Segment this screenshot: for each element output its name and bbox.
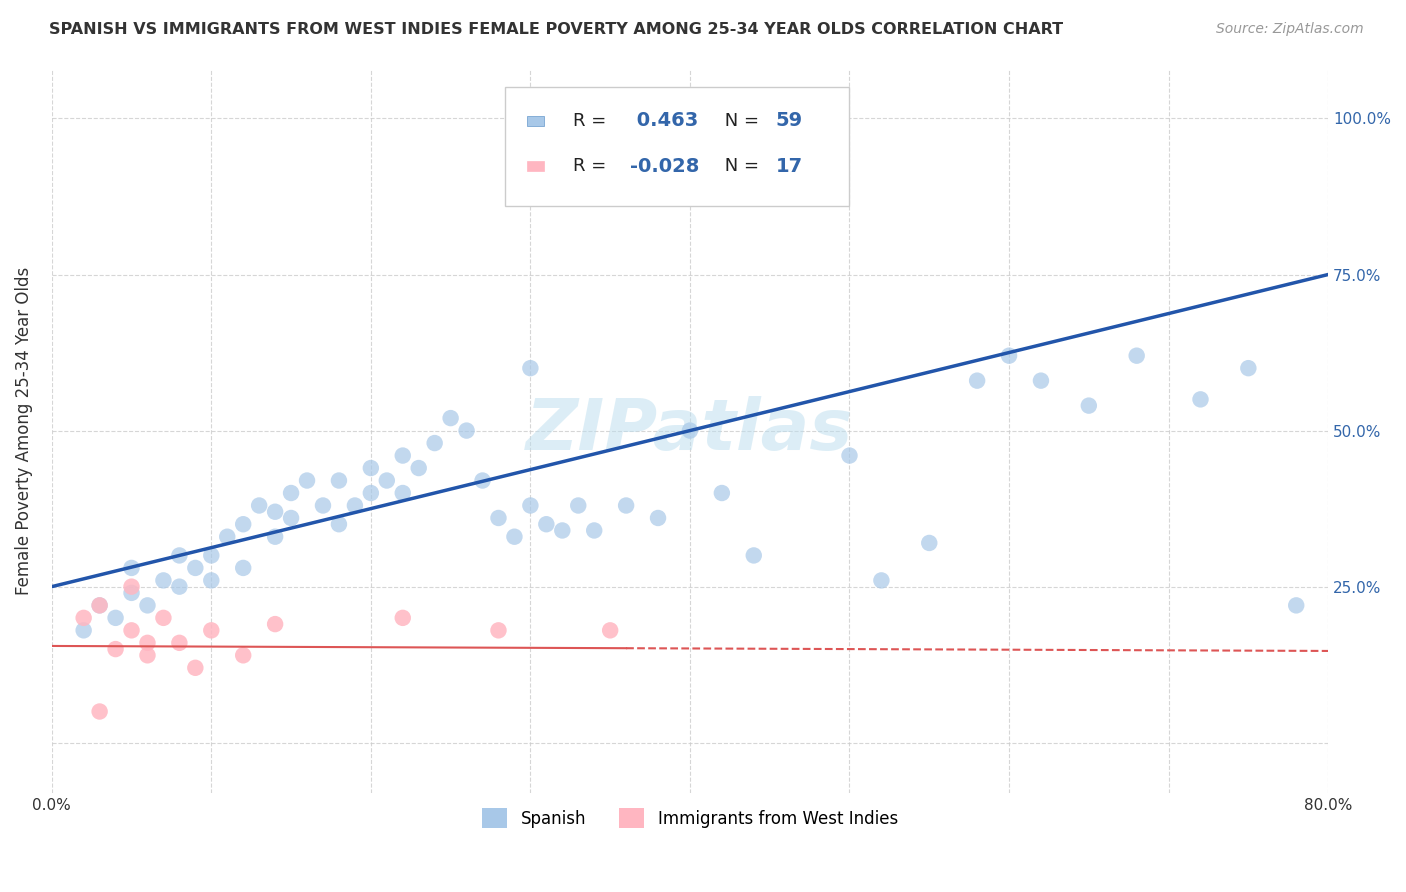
Point <box>73 624 96 638</box>
Point <box>360 486 382 500</box>
Point <box>614 499 637 513</box>
Point <box>217 530 239 544</box>
Point <box>264 505 287 519</box>
Point <box>328 474 350 488</box>
FancyBboxPatch shape <box>505 87 849 206</box>
Point <box>121 580 143 594</box>
Point <box>136 636 159 650</box>
Point <box>391 486 413 500</box>
Point <box>423 436 446 450</box>
Point <box>1237 361 1260 376</box>
Point <box>136 599 159 613</box>
Point <box>121 561 143 575</box>
Point <box>567 499 589 513</box>
Point <box>264 617 287 632</box>
Point <box>295 474 318 488</box>
Point <box>647 511 669 525</box>
Point <box>280 511 302 525</box>
Text: N =: N = <box>720 157 765 176</box>
Legend: Spanish, Immigrants from West Indies: Spanish, Immigrants from West Indies <box>475 801 904 835</box>
Text: ZIPatlas: ZIPatlas <box>526 396 853 465</box>
Text: SPANISH VS IMMIGRANTS FROM WEST INDIES FEMALE POVERTY AMONG 25-34 YEAR OLDS CORR: SPANISH VS IMMIGRANTS FROM WEST INDIES F… <box>49 22 1063 37</box>
Point <box>391 449 413 463</box>
Point <box>184 561 207 575</box>
Point <box>247 499 270 513</box>
Point <box>870 574 893 588</box>
Text: R =: R = <box>572 112 612 129</box>
Point <box>1125 349 1147 363</box>
Point <box>104 642 127 657</box>
Point <box>152 574 174 588</box>
Point <box>918 536 941 550</box>
Point <box>551 524 574 538</box>
Point <box>200 574 222 588</box>
Point <box>1285 599 1308 613</box>
Point <box>1029 374 1052 388</box>
Point <box>121 624 143 638</box>
Text: -0.028: -0.028 <box>630 157 699 176</box>
Point <box>312 499 335 513</box>
Text: Source: ZipAtlas.com: Source: ZipAtlas.com <box>1216 22 1364 37</box>
Point <box>169 549 191 563</box>
Point <box>200 549 222 563</box>
Text: N =: N = <box>720 112 765 129</box>
Point <box>232 648 254 663</box>
Point <box>966 374 988 388</box>
Point <box>121 586 143 600</box>
Point <box>360 461 382 475</box>
Point <box>232 561 254 575</box>
Point <box>328 517 350 532</box>
Point <box>536 517 558 532</box>
Point <box>488 511 510 525</box>
Point <box>391 611 413 625</box>
Bar <box>527 116 544 126</box>
Text: 17: 17 <box>776 157 803 176</box>
Point <box>89 599 111 613</box>
Bar <box>527 161 544 171</box>
Point <box>503 530 526 544</box>
Point <box>742 549 765 563</box>
Point <box>73 611 96 625</box>
Point <box>169 580 191 594</box>
Point <box>838 449 860 463</box>
Y-axis label: Female Poverty Among 25-34 Year Olds: Female Poverty Among 25-34 Year Olds <box>15 267 32 595</box>
Point <box>375 474 398 488</box>
Point <box>136 648 159 663</box>
Point <box>519 499 541 513</box>
Point <box>599 624 621 638</box>
Point <box>104 611 127 625</box>
Point <box>89 599 111 613</box>
Point <box>184 661 207 675</box>
Point <box>439 411 461 425</box>
Point <box>280 486 302 500</box>
Point <box>519 361 541 376</box>
Point <box>488 624 510 638</box>
Point <box>152 611 174 625</box>
Text: 59: 59 <box>776 112 803 130</box>
Point <box>1077 399 1099 413</box>
Point <box>169 636 191 650</box>
Point <box>710 486 733 500</box>
Point <box>471 474 494 488</box>
Point <box>343 499 366 513</box>
Text: 0.463: 0.463 <box>630 112 699 130</box>
Point <box>583 524 606 538</box>
Point <box>456 424 478 438</box>
Point <box>89 705 111 719</box>
Point <box>408 461 430 475</box>
Point <box>1189 392 1212 407</box>
Point <box>264 530 287 544</box>
Point <box>679 424 702 438</box>
Text: R =: R = <box>572 157 612 176</box>
Point <box>200 624 222 638</box>
Point <box>232 517 254 532</box>
Point <box>998 349 1021 363</box>
